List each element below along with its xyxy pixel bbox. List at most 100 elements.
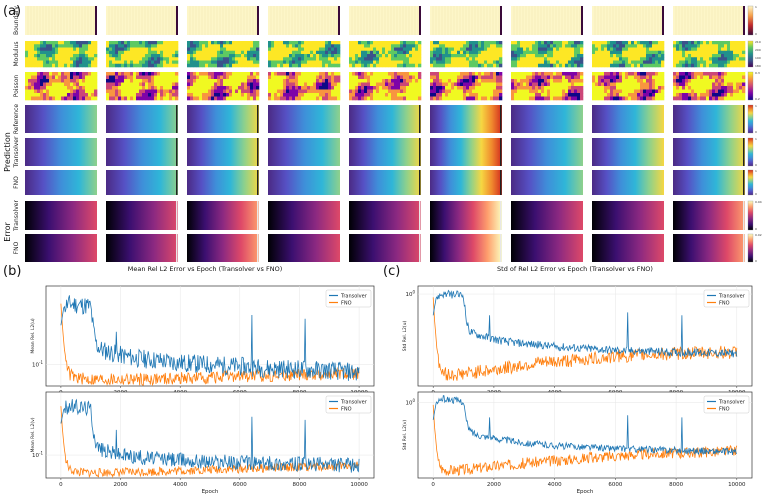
y-tick-label: 10-1	[32, 451, 43, 460]
cell-r3-c0	[25, 105, 97, 133]
colorbar-tick: 180	[755, 64, 761, 68]
series-line-fno	[60, 303, 360, 386]
row-label-4: Transolver	[13, 136, 20, 168]
row-label-3: Reference	[13, 104, 20, 135]
cell-r1-c6	[511, 41, 584, 68]
series-line-transolver	[60, 295, 360, 381]
y-tick-label: 100	[405, 398, 415, 407]
cell-r1-c8	[673, 41, 746, 68]
legend-label: FNO	[719, 300, 730, 306]
colorbar-tick: 0	[755, 130, 757, 134]
cell-r6-c0	[25, 201, 97, 230]
legend-label: Transolver	[340, 399, 368, 405]
cell-r3-c2	[187, 105, 259, 133]
x-tick-label: 2000	[114, 482, 128, 488]
series-line-fno	[432, 297, 738, 381]
chart-c-bottom: 0 2000 4000 6000 8000 10000 100 Std Rel. L2(v) E…	[402, 391, 753, 495]
cell-r1-c5	[430, 41, 503, 68]
cell-r7-c1	[106, 234, 178, 262]
plot-area	[417, 285, 753, 387]
colorbar-r2	[747, 71, 754, 101]
x-tick-label: 2000	[487, 482, 501, 488]
y-axis-label: Mean Rel. L2(v)	[30, 417, 36, 452]
cell-r0-c7	[592, 6, 664, 35]
x-tick-label: 4000	[548, 482, 562, 488]
cell-r3-c1	[106, 105, 178, 133]
cell-r0-c0	[25, 6, 97, 35]
cell-r0-c5	[430, 6, 502, 35]
cell-r6-c2	[187, 201, 259, 230]
cell-r0-c2	[187, 6, 259, 35]
colorbar-tick: 0.02	[755, 233, 762, 237]
cell-r5-c3	[268, 170, 340, 195]
series-line-transolver	[432, 289, 738, 358]
field-grid: 1 0 Boundary 210 200 190 180 Modulus 0.3 0.2 Poiss…	[3, 5, 762, 263]
cell-r0-c3	[268, 6, 340, 35]
colorbar-tick: 0.2	[755, 97, 760, 101]
cell-r6-c4	[349, 201, 421, 230]
cell-r7-c0	[25, 234, 97, 262]
cell-r1-c2	[187, 41, 260, 68]
plot-area	[417, 391, 753, 479]
cell-r4-c5	[430, 138, 502, 166]
y-axis-label: Std Rel. L2(u)	[402, 321, 408, 352]
cell-r5-c1	[106, 170, 178, 195]
cell-r3-c6	[511, 105, 583, 133]
cell-r5-c7	[592, 170, 664, 195]
row-label-2: Poisson	[13, 75, 20, 98]
row-label-0: Boundary	[13, 6, 20, 35]
colorbar-tick: 1	[755, 137, 757, 141]
cell-r6-c1	[106, 201, 178, 230]
y-axis-label: Mean Rel. L2(u)	[30, 318, 36, 353]
legend-label: Transolver	[718, 399, 746, 405]
x-axis-label: Epoch	[577, 489, 594, 495]
colorbar-r1	[747, 40, 754, 68]
chart-title-b: Mean Rel L2 Error vs Epoch (Transolver v…	[128, 265, 283, 273]
cell-r5-c2	[187, 170, 259, 195]
legend-label: Transolver	[718, 293, 746, 299]
row-label-1: Modulus	[13, 41, 20, 66]
cell-r3-c5	[430, 105, 502, 133]
cell-r7-c3	[268, 234, 340, 262]
cell-r1-c7	[592, 41, 665, 68]
series-line-transolver	[432, 395, 738, 456]
x-tick-label: 8000	[292, 482, 306, 488]
cell-r0-c1	[106, 6, 178, 35]
colorbar-tick: 0	[755, 32, 757, 36]
cell-r4-c4	[349, 138, 421, 166]
legend-label: FNO	[719, 406, 730, 412]
cell-r4-c1	[106, 138, 178, 166]
cell-r5-c8	[673, 170, 745, 195]
colorbar-r6	[747, 200, 754, 231]
legend-label: Transolver	[340, 293, 368, 299]
y-axis-label: Std Rel. L2(v)	[402, 420, 408, 451]
cell-r5-c0	[25, 170, 97, 195]
colorbar-tick: 0	[755, 163, 757, 167]
colorbar-r4	[747, 137, 754, 167]
cell-r2-c0	[25, 72, 98, 101]
cell-r2-c3	[268, 72, 341, 101]
colorbar-tick: 0	[755, 192, 757, 196]
x-tick-label: 6000	[233, 482, 247, 488]
x-axis-label: Epoch	[202, 489, 219, 495]
x-tick-label: 4000	[173, 482, 187, 488]
cell-r7-c8	[673, 234, 745, 262]
cell-r1-c4	[349, 41, 422, 68]
panel-label-a: (a)	[3, 4, 21, 19]
legend-label: FNO	[341, 406, 352, 412]
x-tick-label: 6000	[608, 482, 622, 488]
cell-r4-c7	[592, 138, 664, 166]
cell-r5-c5	[430, 170, 502, 195]
cell-r6-c7	[592, 201, 664, 230]
cell-r5-c6	[511, 170, 583, 195]
cell-r7-c5	[430, 234, 502, 262]
cell-r4-c3	[268, 138, 340, 166]
panel-label-c: (c)	[383, 264, 400, 279]
cell-r2-c1	[106, 72, 179, 101]
cell-r4-c0	[25, 138, 97, 166]
cell-r1-c0	[25, 41, 98, 68]
